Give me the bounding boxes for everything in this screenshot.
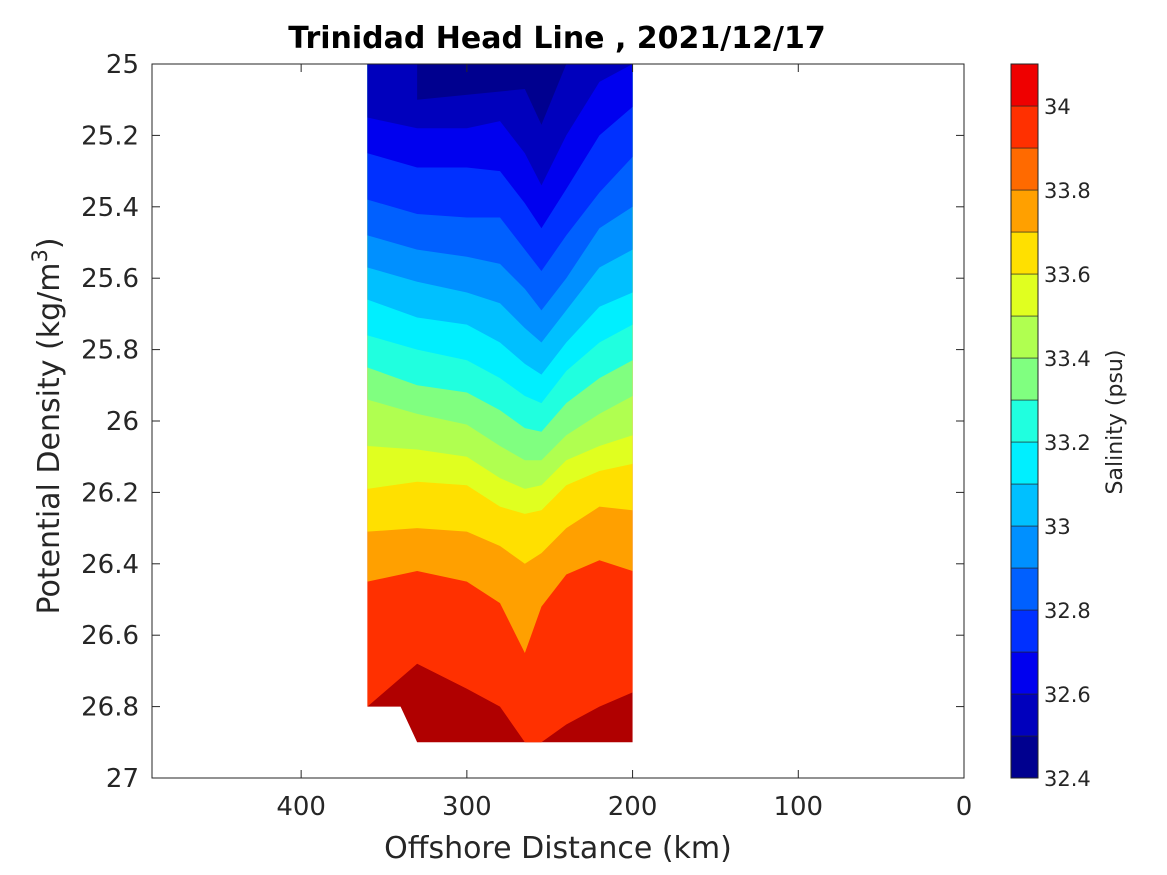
x-axis-title: Offshore Distance (km) bbox=[384, 831, 732, 866]
y-tick-label-25.8: 25.8 bbox=[81, 336, 139, 366]
colorbar-tick-label-33.8: 33.8 bbox=[1044, 179, 1091, 203]
colorbar-tick-label-33.4: 33.4 bbox=[1044, 347, 1091, 371]
y-tick-label-26.4: 26.4 bbox=[81, 550, 139, 580]
colorbar-tick-label-33: 33 bbox=[1044, 515, 1071, 539]
colorbar-swatch-33.2 bbox=[1010, 399, 1039, 443]
y-tick-label-26.6: 26.6 bbox=[81, 621, 139, 651]
x-tick-label-200: 200 bbox=[608, 792, 658, 822]
x-tick-label-300: 300 bbox=[442, 792, 492, 822]
y-tick-label-25: 25 bbox=[106, 50, 139, 80]
y-axis: 25 25.2 25.4 25.6 25.8 26 26.2 26.4 26.6 26.8 27 bbox=[81, 50, 964, 794]
colorbar-tick-label-32.6: 32.6 bbox=[1044, 683, 1091, 707]
colorbar-frame bbox=[1010, 63, 1039, 779]
y-tick-label-26: 26 bbox=[106, 407, 139, 437]
colorbar-tick-label-33.2: 33.2 bbox=[1044, 431, 1091, 455]
y-axis-title-superscript: 3 bbox=[28, 249, 52, 262]
colorbar-swatch-33 bbox=[1010, 483, 1039, 527]
y-tick-label-25.6: 25.6 bbox=[81, 264, 139, 294]
contour-fill-layer bbox=[367, 64, 633, 743]
y-tick-label-26.8: 26.8 bbox=[81, 693, 139, 723]
colorbar: 32.4 32.6 32.8 33 33.2 33.4 33.6 33.8 34 bbox=[1010, 63, 1091, 791]
y-tick-label-27: 27 bbox=[106, 764, 139, 794]
colorbar-swatch-32.8 bbox=[1010, 567, 1039, 611]
colorbar-tick-label-33.6: 33.6 bbox=[1044, 263, 1091, 287]
chart-title: Trinidad Head Line , 2021/12/17 bbox=[288, 21, 825, 56]
colorbar-swatch-33.9 bbox=[1010, 105, 1039, 149]
y-axis-title: Potential Density (kg/m3) bbox=[28, 237, 67, 614]
colorbar-swatch-33.6 bbox=[1010, 231, 1039, 275]
colorbar-swatch-32.9 bbox=[1010, 525, 1039, 569]
colorbar-swatch-32.7 bbox=[1010, 609, 1039, 653]
y-tick-label-25.4: 25.4 bbox=[81, 193, 139, 223]
y-tick-label-26.2: 26.2 bbox=[81, 478, 139, 508]
y-axis-title-close: ) bbox=[32, 237, 67, 249]
colorbar-swatch-33.8 bbox=[1010, 147, 1039, 191]
x-tick-label-100: 100 bbox=[773, 792, 823, 822]
x-axis: 400 300 200 100 0 bbox=[276, 64, 972, 822]
colorbar-swatch-32.4 bbox=[1010, 735, 1039, 779]
colorbar-tick-label-34: 34 bbox=[1044, 95, 1071, 119]
y-axis-title-main: Potential Density (kg/m bbox=[32, 263, 67, 615]
colorbar-title: Salinity (psu) bbox=[1103, 350, 1128, 495]
colorbar-swatch-32.5 bbox=[1010, 693, 1039, 737]
colorbar-swatch-33.3 bbox=[1010, 357, 1039, 401]
colorbar-swatch-33.1 bbox=[1010, 441, 1039, 485]
colorbar-swatch-33.4 bbox=[1010, 315, 1039, 359]
y-tick-label-25.2: 25.2 bbox=[81, 121, 139, 151]
colorbar-swatch-33.7 bbox=[1010, 189, 1039, 233]
x-tick-label-400: 400 bbox=[276, 792, 326, 822]
colorbar-swatch-32.6 bbox=[1010, 651, 1039, 695]
colorbar-tick-label-32.4: 32.4 bbox=[1044, 767, 1091, 791]
colorbar-swatch-33.5 bbox=[1010, 273, 1039, 317]
x-tick-label-0: 0 bbox=[956, 792, 973, 822]
colorbar-tick-label-32.8: 32.8 bbox=[1044, 599, 1091, 623]
salinity-band-32.5 bbox=[417, 64, 567, 125]
colorbar-swatch-34 bbox=[1010, 63, 1039, 107]
